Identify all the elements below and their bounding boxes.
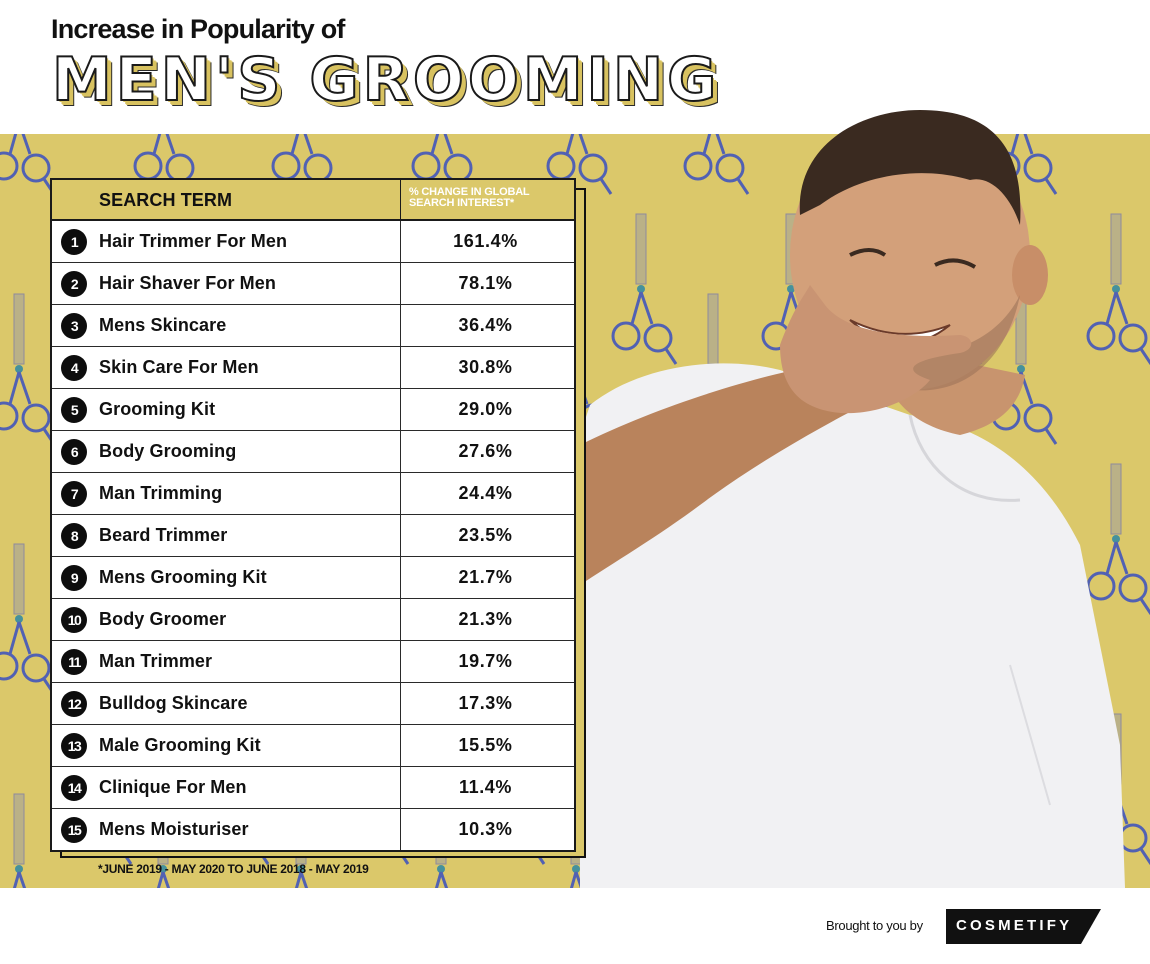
search-term: Man Trimmer: [99, 651, 213, 671]
page-subtitle: Increase in Popularity of: [51, 14, 345, 44]
percent-change-cell: 19.7%: [458, 651, 513, 671]
percent-change-cell: 23.5%: [458, 525, 513, 545]
search-term: Mens Skincare: [99, 315, 227, 335]
rank-badge: 2: [61, 270, 87, 297]
percent-change-cell: 10.3%: [458, 819, 513, 839]
rank-badge: 15: [61, 816, 87, 843]
brand-name: COSMETIFY: [956, 917, 1073, 934]
search-term-cell: 10 Body Groomer: [52, 599, 401, 640]
search-term-cell: 5 Grooming Kit: [52, 389, 401, 430]
rank-badge: 5: [61, 396, 87, 423]
search-term: Male Grooming Kit: [99, 735, 261, 755]
percent-change-cell: 161.4%: [453, 231, 518, 251]
table-row: 4 Skin Care For Men 30.8%: [52, 347, 574, 389]
rank-badge: 4: [61, 354, 87, 381]
rank-badge: 10: [61, 606, 87, 633]
table-row: 5 Grooming Kit 29.0%: [52, 389, 574, 431]
page-title: MEN'S GROOMING: [51, 45, 721, 115]
search-term-cell: 2 Hair Shaver For Men: [52, 263, 401, 304]
table-row: 2 Hair Shaver For Men 78.1%: [52, 263, 574, 305]
rank-badge: 3: [61, 312, 87, 339]
table-row: 6 Body Grooming 27.6%: [52, 431, 574, 473]
search-term-cell: 15 Mens Moisturiser: [52, 809, 401, 850]
table-row: 15 Mens Moisturiser 10.3%: [52, 809, 574, 850]
rank-badge: 14: [61, 774, 87, 801]
percent-change-cell: 11.4%: [458, 777, 513, 797]
search-term: Skin Care For Men: [99, 357, 259, 377]
smiling-man-photo: [580, 110, 1125, 888]
search-term: Grooming Kit: [99, 399, 216, 419]
column-header-percent-change: % CHANGE IN GLOBAL SEARCH INTEREST*: [409, 186, 530, 209]
percent-change-cell: 30.8%: [458, 357, 513, 377]
search-term: Body Grooming: [99, 441, 237, 461]
search-term: Body Groomer: [99, 609, 227, 629]
percent-change-cell: 78.1%: [458, 273, 513, 293]
table-row: 1 Hair Trimmer For Men 161.4%: [52, 221, 574, 263]
table-row: 14 Clinique For Men 11.4%: [52, 767, 574, 809]
percent-change-cell: 24.4%: [458, 483, 513, 503]
search-term-cell: 12 Bulldog Skincare: [52, 683, 401, 724]
table-row: 10 Body Groomer 21.3%: [52, 599, 574, 641]
table-body: 1 Hair Trimmer For Men 161.4% 2 Hair Shaver …: [52, 221, 574, 850]
search-term: Mens Moisturiser: [99, 819, 249, 839]
rank-badge: 11: [61, 648, 87, 675]
search-term-cell: 13 Male Grooming Kit: [52, 725, 401, 766]
search-term-cell: 8 Beard Trimmer: [52, 515, 401, 556]
table-row: 12 Bulldog Skincare 17.3%: [52, 683, 574, 725]
footnote: *JUNE 2019 - MAY 2020 TO JUNE 2018 - MAY…: [98, 862, 369, 876]
percent-change-cell: 29.0%: [458, 399, 513, 419]
rank-badge: 6: [61, 438, 87, 465]
cosmetify-logo[interactable]: COSMETIFY: [946, 909, 1101, 944]
percent-change-cell: 21.3%: [458, 609, 513, 629]
table-row: 13 Male Grooming Kit 15.5%: [52, 725, 574, 767]
search-term-cell: 7 Man Trimming: [52, 473, 401, 514]
search-term-cell: 1 Hair Trimmer For Men: [52, 221, 401, 262]
search-term: Hair Shaver For Men: [99, 273, 276, 293]
table-header: SEARCH TERM % CHANGE IN GLOBAL SEARCH IN…: [52, 180, 574, 221]
table-row: 3 Mens Skincare 36.4%: [52, 305, 574, 347]
percent-change-cell: 36.4%: [458, 315, 513, 335]
search-term: Man Trimming: [99, 483, 223, 503]
search-term-cell: 3 Mens Skincare: [52, 305, 401, 346]
rank-badge: 12: [61, 690, 87, 717]
table-row: 9 Mens Grooming Kit 21.7%: [52, 557, 574, 599]
search-term-cell: 14 Clinique For Men: [52, 767, 401, 808]
percent-change-cell: 21.7%: [458, 567, 513, 587]
table-row: 11 Man Trimmer 19.7%: [52, 641, 574, 683]
percent-change-cell: 15.5%: [458, 735, 513, 755]
search-term-cell: 11 Man Trimmer: [52, 641, 401, 682]
search-term-cell: 6 Body Grooming: [52, 431, 401, 472]
rank-badge: 13: [61, 732, 87, 759]
column-header-search-term: SEARCH TERM: [52, 180, 401, 219]
rank-badge: 9: [61, 564, 87, 591]
rank-badge: 8: [61, 522, 87, 549]
rank-badge: 7: [61, 480, 87, 507]
rank-badge: 1: [61, 228, 87, 255]
search-term-cell: 4 Skin Care For Men: [52, 347, 401, 388]
search-term: Bulldog Skincare: [99, 693, 248, 713]
table-row: 8 Beard Trimmer 23.5%: [52, 515, 574, 557]
percent-change-cell: 27.6%: [458, 441, 513, 461]
search-term: Hair Trimmer For Men: [99, 231, 288, 251]
percent-change-cell: 17.3%: [458, 693, 513, 713]
search-term: Mens Grooming Kit: [99, 567, 267, 587]
search-term-cell: 9 Mens Grooming Kit: [52, 557, 401, 598]
brought-to-you-by-text: Brought to you by: [826, 918, 923, 933]
table-row: 7 Man Trimming 24.4%: [52, 473, 574, 515]
search-term: Beard Trimmer: [99, 525, 228, 545]
logo-parallelogram-icon: [946, 909, 1101, 944]
search-trends-table: SEARCH TERM % CHANGE IN GLOBAL SEARCH IN…: [50, 178, 576, 852]
search-term: Clinique For Men: [99, 777, 247, 797]
